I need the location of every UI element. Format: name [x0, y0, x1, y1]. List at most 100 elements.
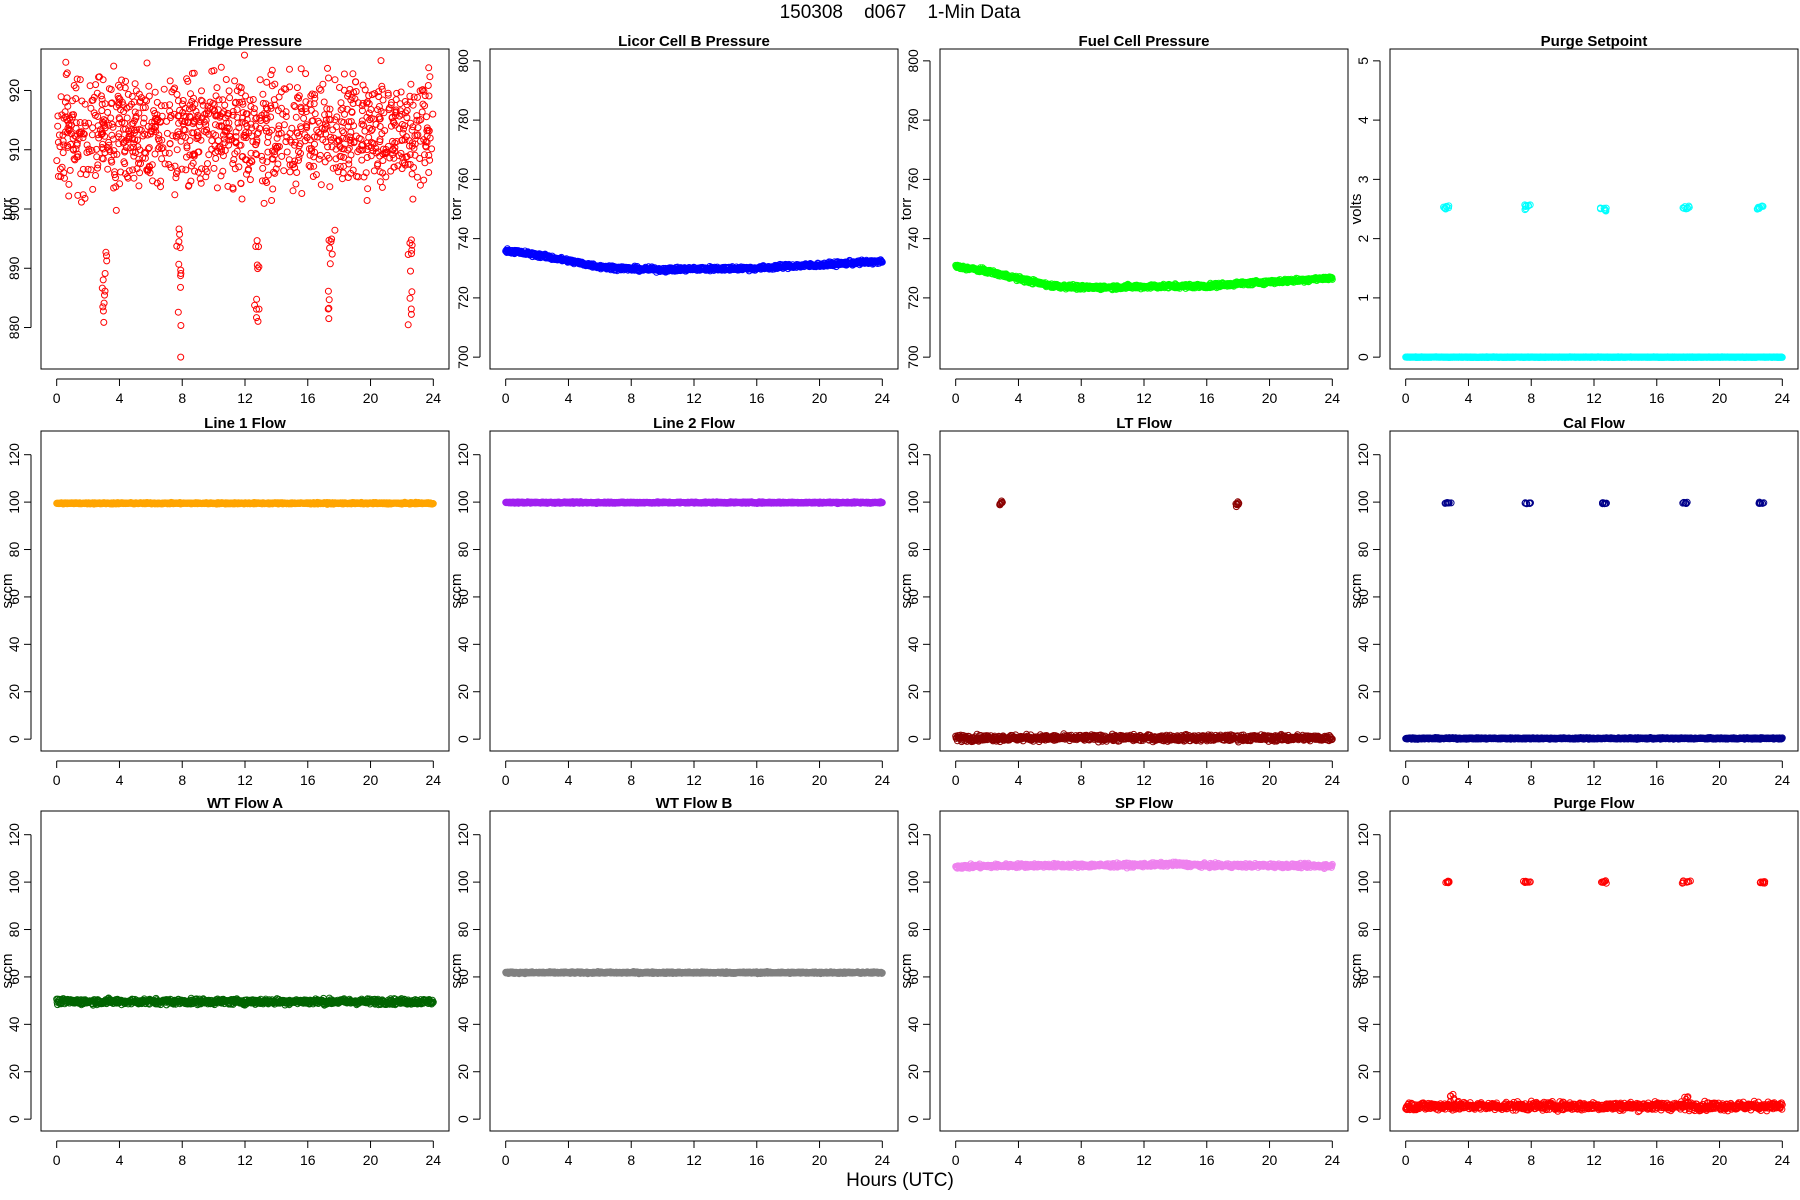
y-tick-label: 120: [6, 443, 22, 467]
data-point: [319, 80, 327, 88]
data-point: [87, 166, 95, 174]
data-point: [208, 137, 216, 145]
y-tick-label: 4: [1355, 116, 1371, 124]
data-point: [173, 146, 181, 154]
data-point: [293, 84, 301, 92]
data-point: [380, 109, 388, 117]
data-point: [268, 197, 276, 204]
data-point: [253, 261, 261, 269]
data-point: [202, 121, 210, 129]
data-point: [98, 130, 106, 138]
data-point: [58, 111, 66, 119]
data-point: [194, 148, 202, 156]
x-tick-label: 8: [627, 390, 635, 406]
data-point: [328, 143, 336, 151]
data-point: [237, 89, 245, 97]
plot-frame: [489, 48, 899, 370]
data-point: [367, 152, 375, 160]
data-point: [256, 76, 264, 84]
x-tick-label: 4: [565, 390, 573, 406]
data-point: [370, 167, 378, 175]
data-point: [143, 59, 151, 67]
data-point: [383, 148, 391, 156]
data-point: [340, 70, 348, 78]
data-point: [100, 299, 108, 307]
data-point: [163, 117, 171, 125]
data-point: [103, 257, 111, 265]
data-point: [132, 114, 140, 122]
data-point: [260, 199, 268, 207]
data-point: [122, 77, 130, 85]
data-point: [151, 110, 159, 117]
data-point: [422, 143, 430, 151]
data-point: [300, 114, 308, 122]
data-point: [312, 171, 320, 179]
data-point: [425, 169, 433, 176]
y-tick-label: 700: [905, 345, 921, 369]
data-point: [345, 118, 353, 126]
data-point: [278, 152, 286, 160]
data-point: [198, 165, 205, 173]
data-point: [286, 136, 294, 144]
data-point: [347, 96, 355, 104]
data-point: [348, 108, 356, 116]
data-point: [118, 118, 126, 126]
data-point: [253, 295, 261, 303]
data-point: [198, 87, 205, 95]
data-point: [381, 127, 389, 135]
data-point: [102, 248, 110, 256]
data-point: [325, 296, 333, 304]
data-point: [188, 162, 195, 170]
data-point: [425, 127, 433, 135]
data-point: [410, 144, 418, 152]
data-point: [54, 112, 62, 120]
data-point: [310, 100, 318, 108]
data-point: [316, 151, 324, 159]
data-point: [329, 126, 337, 134]
x-tick-label: 16: [300, 772, 316, 788]
x-tick-label: 4: [1015, 390, 1023, 406]
data-point: [158, 155, 166, 163]
data-point: [339, 134, 347, 142]
y-tick-label: 890: [6, 256, 22, 280]
data-point: [241, 51, 248, 59]
data-point: [169, 132, 177, 140]
data-point: [132, 149, 139, 157]
data-point: [345, 160, 353, 168]
data-point: [238, 118, 246, 126]
x-tick-label: 16: [1649, 390, 1665, 406]
data-point: [98, 154, 106, 162]
data-point: [294, 93, 301, 101]
data-point: [393, 138, 401, 145]
data-point: [295, 94, 303, 102]
data-point: [358, 107, 366, 115]
x-tick-label: 24: [426, 390, 442, 406]
data-point: [131, 80, 139, 88]
x-tick-label: 16: [1199, 390, 1215, 406]
data-point: [297, 103, 305, 111]
data-point: [397, 88, 405, 96]
data-point: [423, 113, 430, 121]
data-point: [194, 114, 202, 122]
data-point: [414, 93, 421, 101]
data-point: [63, 69, 71, 77]
data-point: [377, 57, 385, 65]
data-point: [147, 127, 155, 135]
data-point: [119, 101, 127, 109]
data-point: [255, 305, 263, 313]
y-tick-label: 740: [455, 227, 471, 251]
data-point: [253, 151, 261, 159]
data-point: [187, 90, 194, 98]
data-point: [196, 175, 204, 183]
data-point: [217, 172, 225, 180]
data-point: [267, 104, 275, 112]
data-point: [173, 242, 181, 250]
data-point: [344, 122, 352, 130]
data-point: [258, 177, 266, 185]
y-tick-label: 760: [905, 167, 921, 191]
